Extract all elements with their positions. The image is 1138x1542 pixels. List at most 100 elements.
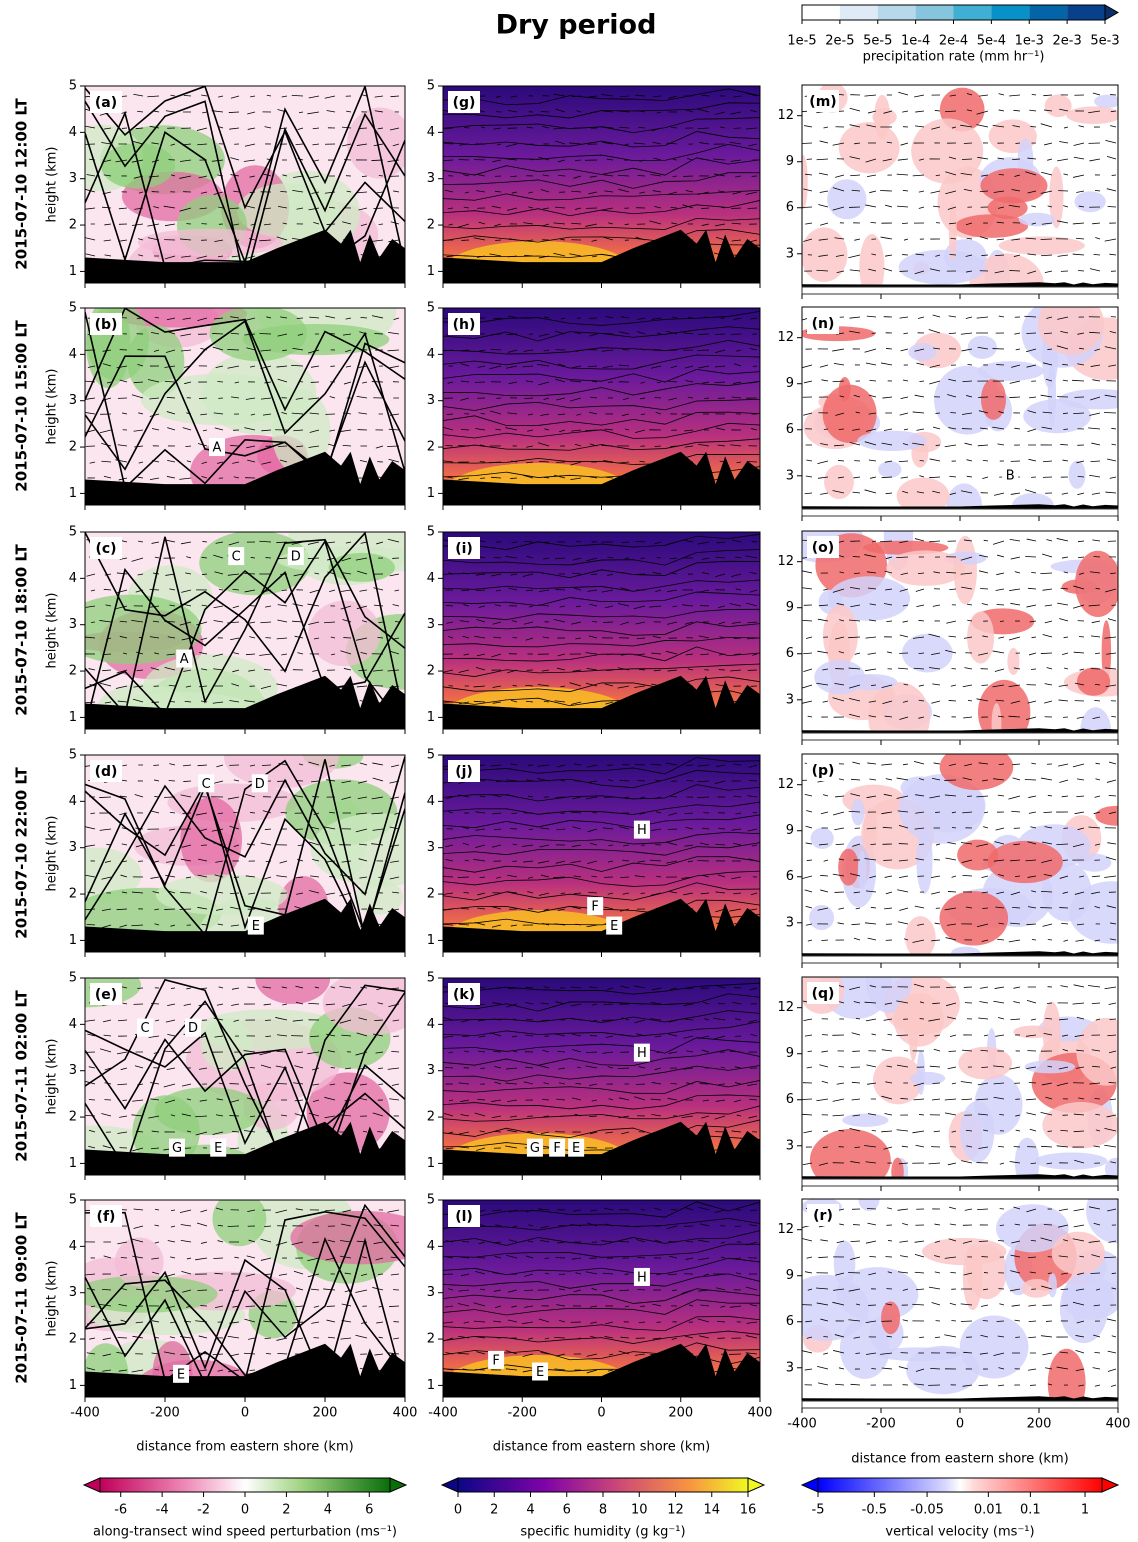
wind-arrow bbox=[802, 619, 813, 622]
wind-arrow bbox=[183, 780, 192, 782]
wind-arrow bbox=[298, 381, 304, 383]
wind-arrow bbox=[389, 413, 400, 416]
wind-arrow bbox=[101, 442, 112, 447]
wind-arrow bbox=[651, 127, 662, 132]
wind-arrow bbox=[572, 572, 582, 575]
wind-arrow bbox=[388, 1003, 400, 1008]
wind-arrow bbox=[592, 812, 598, 814]
wind-arrow bbox=[540, 111, 550, 113]
wind-arrow bbox=[197, 143, 208, 146]
annotation: A bbox=[213, 441, 222, 456]
wind-arrow bbox=[571, 1257, 582, 1260]
wind-arrow bbox=[918, 190, 925, 193]
wind-arrow bbox=[388, 428, 400, 431]
wind-arrow bbox=[168, 331, 176, 335]
wind-arrow bbox=[962, 777, 973, 781]
wind-arrow bbox=[832, 490, 845, 494]
wind-arrow bbox=[1040, 1111, 1053, 1116]
wind-arrow bbox=[491, 794, 502, 798]
wind-arrow bbox=[387, 987, 400, 990]
wind-arrow bbox=[201, 573, 208, 576]
wind-arrow bbox=[120, 239, 128, 242]
wind-arrow bbox=[638, 110, 646, 113]
wind-arrow bbox=[884, 204, 893, 208]
wind-arrow bbox=[682, 604, 694, 607]
wind-arrow bbox=[511, 460, 518, 463]
wind-arrow bbox=[978, 1113, 989, 1116]
contour-line bbox=[443, 1257, 760, 1276]
wind-arrow bbox=[832, 1301, 845, 1306]
contour-line bbox=[443, 814, 760, 829]
annotation-box bbox=[247, 916, 264, 935]
wind-arrow bbox=[624, 1305, 630, 1308]
wind-arrow bbox=[248, 892, 256, 895]
panel-field bbox=[443, 308, 760, 505]
wind-arrow bbox=[715, 1099, 726, 1102]
wind-arrow bbox=[478, 1019, 486, 1022]
y-tick-label: 6 bbox=[786, 1092, 794, 1107]
wind-arrow bbox=[344, 1272, 352, 1275]
wind-arrow bbox=[604, 428, 614, 431]
wind-arrow bbox=[312, 858, 320, 862]
field-blob bbox=[838, 848, 859, 886]
wind-arrow bbox=[213, 668, 224, 671]
wind-arrow bbox=[247, 127, 256, 130]
wind-arrow bbox=[569, 380, 582, 383]
wind-arrow bbox=[746, 1241, 758, 1246]
wind-arrow bbox=[461, 1019, 470, 1023]
wind-arrow bbox=[340, 1223, 352, 1227]
wind-arrow bbox=[608, 844, 614, 847]
wind-arrow bbox=[522, 1369, 534, 1373]
wind-arrow bbox=[601, 589, 614, 593]
wind-arrow bbox=[1013, 843, 1021, 846]
wind-arrow bbox=[340, 1240, 352, 1243]
wind-arrow bbox=[475, 667, 486, 671]
wind-arrow bbox=[341, 780, 352, 784]
wind-arrow bbox=[510, 95, 518, 98]
wind-arrow bbox=[1042, 923, 1053, 927]
wind-arrow bbox=[170, 143, 176, 146]
wind-arrow bbox=[154, 796, 160, 798]
y-tick-label: 9 bbox=[786, 600, 794, 615]
wind-arrow bbox=[864, 858, 877, 861]
wind-arrow bbox=[116, 908, 128, 911]
annotation: C bbox=[202, 777, 211, 792]
wind-arrow bbox=[604, 605, 614, 609]
wind-arrow bbox=[752, 844, 758, 847]
wind-arrow bbox=[458, 669, 470, 673]
wind-arrow bbox=[735, 556, 742, 559]
wind-arrow bbox=[589, 1131, 598, 1135]
wind-arrow bbox=[179, 207, 192, 212]
wind-arrow bbox=[919, 1034, 925, 1037]
wind-arrow bbox=[494, 1081, 502, 1085]
wind-arrow bbox=[918, 699, 925, 702]
wind-arrow bbox=[573, 1209, 582, 1212]
wind-arrow bbox=[1009, 588, 1021, 592]
colorbar-label: precipitation rate (mm hr⁻¹) bbox=[863, 50, 1045, 65]
wind-arrow bbox=[181, 1113, 192, 1117]
panel-label-box bbox=[90, 983, 122, 1005]
wind-arrow bbox=[133, 93, 144, 97]
wind-arrow bbox=[885, 778, 893, 781]
wind-arrow bbox=[585, 796, 598, 800]
wind-arrow bbox=[444, 189, 454, 193]
wind-arrow bbox=[745, 1286, 758, 1291]
wind-arrow bbox=[527, 1337, 534, 1340]
field-blob bbox=[1066, 106, 1118, 125]
wind-arrow bbox=[537, 764, 550, 767]
annotation: E bbox=[572, 1141, 580, 1156]
wind-arrow bbox=[655, 779, 662, 782]
wind-arrow bbox=[654, 1239, 662, 1243]
wind-arrow bbox=[866, 1082, 877, 1085]
wind-arrow bbox=[555, 108, 566, 113]
wind-arrow bbox=[569, 682, 582, 687]
wind-arrow bbox=[976, 124, 989, 128]
colorbar-segment bbox=[1067, 5, 1105, 20]
wind-arrow bbox=[326, 223, 336, 225]
wind-arrow bbox=[457, 1352, 470, 1355]
wind-arrow bbox=[576, 605, 582, 608]
wind-arrow bbox=[640, 1305, 646, 1307]
wind-arrow bbox=[1026, 364, 1037, 368]
wind-arrow bbox=[462, 1368, 470, 1371]
wind-arrow bbox=[618, 364, 630, 367]
